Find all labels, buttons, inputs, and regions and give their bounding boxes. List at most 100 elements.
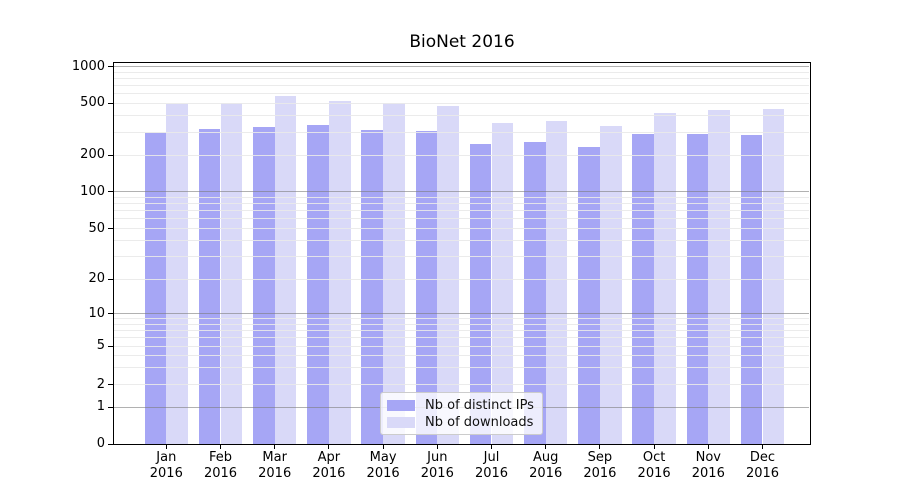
- y-tick-label: 0: [96, 436, 105, 451]
- y-tick: [108, 406, 113, 408]
- y-tick-label: 5: [96, 338, 105, 353]
- bar-downloads-feb: [220, 102, 243, 444]
- bar-downloads-sep: [599, 125, 622, 444]
- gridline-minor: [114, 228, 809, 229]
- legend-label: Nb of downloads: [425, 414, 534, 430]
- x-tick: [436, 444, 438, 449]
- x-tick-label: Mar 2016: [243, 450, 307, 482]
- y-tick: [108, 66, 113, 68]
- x-tick-year: 2016: [583, 466, 617, 481]
- gridline-minor: [114, 323, 809, 325]
- gridline-minor: [114, 354, 809, 356]
- legend-label: Nb of distinct IPs: [425, 397, 534, 413]
- y-tick: [108, 278, 113, 280]
- x-tick-month: Jan: [156, 450, 177, 465]
- x-tick-label: Oct 2016: [622, 450, 686, 482]
- x-tick-month: Apr: [317, 450, 341, 465]
- x-tick-label: Sep 2016: [568, 450, 632, 482]
- gridline-minor: [114, 218, 809, 220]
- y-tick: [108, 384, 113, 385]
- x-tick-label: Apr 2016: [297, 450, 361, 482]
- x-tick-year: 2016: [258, 466, 292, 481]
- bar-distinct-ips-jun: [415, 130, 438, 444]
- x-tick: [545, 444, 547, 449]
- gridline-minor: [114, 154, 809, 156]
- y-tick-label: 1: [96, 399, 105, 414]
- gridline-major: [114, 313, 809, 314]
- gridline-minor: [114, 85, 809, 86]
- gridline-minor: [114, 317, 809, 319]
- bar-distinct-ips-nov: [686, 133, 709, 444]
- x-tick: [274, 444, 276, 449]
- x-tick: [382, 444, 384, 449]
- gridline-minor: [114, 93, 809, 95]
- gridline-minor: [114, 131, 809, 133]
- x-tick-month: Dec: [749, 450, 776, 465]
- y-tick: [108, 313, 113, 314]
- x-tick: [599, 444, 601, 449]
- bar-distinct-ips-jan: [144, 133, 167, 444]
- x-tick: [165, 444, 167, 449]
- bar-distinct-ips-aug: [524, 142, 546, 444]
- y-tick: [108, 345, 113, 347]
- y-tick: [108, 191, 113, 192]
- gridline-minor: [114, 102, 809, 104]
- y-tick-label: 100: [80, 183, 105, 199]
- x-tick-month: Sep: [587, 450, 613, 465]
- x-tick-year: 2016: [637, 466, 671, 481]
- gridline-major: [114, 191, 809, 192]
- bar-downloads-jun: [437, 106, 459, 444]
- bar-downloads-apr: [328, 100, 351, 444]
- gridline-minor: [114, 367, 809, 368]
- y-tick-label: 50: [88, 220, 105, 236]
- bar-distinct-ips-sep: [578, 146, 600, 444]
- x-tick-label: May 2016: [351, 450, 415, 482]
- gridline-minor: [114, 256, 809, 258]
- x-tick: [491, 444, 492, 449]
- y-tick-label: 2: [96, 376, 105, 392]
- bar-distinct-ips-dec: [740, 135, 763, 444]
- gridline-minor: [114, 71, 809, 73]
- x-tick-month: Jul: [483, 450, 500, 465]
- legend-row: Nb of distinct IPs: [387, 398, 542, 413]
- x-tick-year: 2016: [203, 466, 238, 481]
- x-tick-year: 2016: [420, 466, 454, 481]
- bar-downloads-dec: [762, 108, 785, 444]
- bar-distinct-ips-mar: [253, 126, 275, 444]
- legend-row: Nb of downloads: [387, 415, 542, 430]
- bar-downloads-jan: [166, 103, 188, 444]
- legend-swatch-distinct-ips: [387, 399, 415, 411]
- y-tick-label: 10: [88, 305, 105, 321]
- x-tick-year: 2016: [149, 466, 183, 481]
- gridline-minor: [114, 196, 809, 198]
- x-tick: [707, 444, 709, 449]
- bar-downloads-nov: [708, 109, 730, 444]
- x-tick: [653, 444, 655, 449]
- y-tick-label: 1000: [71, 58, 105, 74]
- bar-distinct-ips-feb: [198, 129, 221, 444]
- x-tick-label: Feb 2016: [189, 450, 253, 482]
- x-tick-month: Oct: [642, 450, 666, 465]
- gridline-minor: [114, 210, 809, 211]
- x-tick-label: Jun 2016: [405, 450, 469, 482]
- gridline-minor: [114, 337, 809, 338]
- y-tick: [108, 154, 113, 156]
- x-tick-year: 2016: [474, 466, 509, 481]
- y-tick: [108, 443, 113, 445]
- bar-downloads-may: [383, 103, 405, 444]
- bar-downloads-aug: [545, 120, 568, 444]
- gridline-minor: [114, 278, 809, 280]
- x-tick: [328, 444, 330, 449]
- x-tick-label: Jul 2016: [460, 450, 524, 482]
- x-tick-month: Jun: [427, 450, 448, 465]
- x-tick: [762, 444, 763, 449]
- x-tick-month: Nov: [695, 450, 721, 465]
- bar-distinct-ips-oct: [632, 134, 655, 444]
- bar-distinct-ips-apr: [307, 125, 329, 444]
- x-tick: [220, 444, 221, 449]
- y-tick: [108, 102, 113, 104]
- x-tick-year: 2016: [691, 466, 725, 481]
- x-tick-year: 2016: [366, 466, 400, 481]
- y-tick-label: 20: [88, 271, 105, 286]
